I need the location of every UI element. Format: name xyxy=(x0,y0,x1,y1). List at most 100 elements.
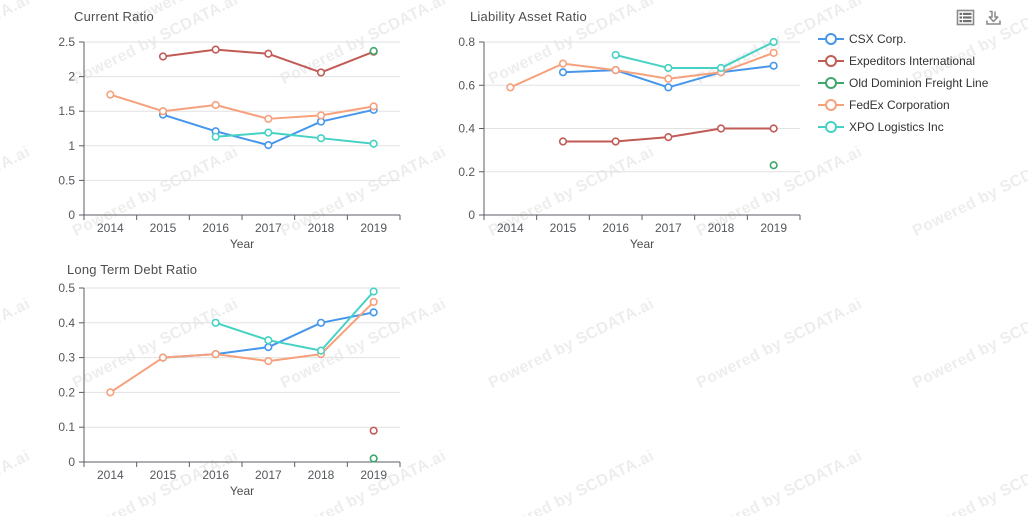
x-tick-label: 2017 xyxy=(255,221,282,235)
x-tick-label: 2016 xyxy=(602,221,629,235)
data-point[interactable] xyxy=(316,134,326,143)
data-point[interactable] xyxy=(369,139,378,148)
data-point[interactable] xyxy=(158,107,168,116)
y-tick-label: 0.2 xyxy=(58,385,75,399)
data-point[interactable] xyxy=(664,83,673,92)
legend-label: CSX Corp. xyxy=(849,32,907,46)
data-point[interactable] xyxy=(158,52,168,61)
chart-toolbox xyxy=(956,8,1003,27)
watermark-text: Powered by SCDATA.ai xyxy=(909,295,1028,393)
data-point[interactable] xyxy=(506,83,515,92)
data-point[interactable] xyxy=(664,133,673,142)
data-point[interactable] xyxy=(211,132,220,141)
data-point[interactable] xyxy=(369,454,378,463)
y-tick-label: 0.3 xyxy=(58,351,75,365)
data-point[interactable] xyxy=(558,137,568,146)
data-point[interactable] xyxy=(211,350,220,359)
data-point[interactable] xyxy=(158,353,168,362)
data-point[interactable] xyxy=(211,318,220,327)
series-line[interactable] xyxy=(614,41,775,69)
data-point[interactable] xyxy=(316,346,326,355)
data-point[interactable] xyxy=(369,426,378,435)
x-tick-label: 2019 xyxy=(360,221,387,235)
data-point[interactable] xyxy=(716,124,726,133)
x-tick-label: 2014 xyxy=(497,221,524,235)
chart-legend: CSX Corp. Expeditors International Old Dom… xyxy=(818,28,988,138)
data-point[interactable] xyxy=(769,37,778,47)
data-point[interactable] xyxy=(611,137,620,146)
legend-item-fedex-corporation[interactable]: FedEx Corporation xyxy=(818,94,988,116)
data-point[interactable] xyxy=(769,161,778,170)
x-tick-label: 2014 xyxy=(97,468,124,482)
data-point[interactable] xyxy=(716,63,726,73)
data-point[interactable] xyxy=(264,141,273,150)
x-tick-label: 2018 xyxy=(308,468,335,482)
data-point[interactable] xyxy=(369,287,378,296)
data-point[interactable] xyxy=(558,59,568,68)
data-point[interactable] xyxy=(106,388,115,397)
series-line[interactable] xyxy=(109,93,375,120)
data-view-icon[interactable] xyxy=(956,8,975,27)
data-point[interactable] xyxy=(211,45,220,54)
legend-item-expeditors-international[interactable]: Expeditors International xyxy=(818,50,988,72)
chart-canvas: 0 0.2 0.4 0.6 0.8 2014 2015 2016 2017 2018 2019 Yea… xyxy=(458,35,801,251)
x-tick-label: 2015 xyxy=(150,221,177,235)
data-point[interactable] xyxy=(769,48,778,57)
data-point[interactable] xyxy=(611,50,620,60)
data-point[interactable] xyxy=(264,336,273,345)
data-point[interactable] xyxy=(369,46,378,56)
y-tick-label: 1 xyxy=(68,139,75,153)
data-point[interactable] xyxy=(664,74,673,83)
series-line[interactable] xyxy=(109,300,375,394)
chart-title-liability-asset-ratio: Liability Asset Ratio xyxy=(470,9,587,24)
legend-item-old-dominion-freight-line[interactable]: Old Dominion Freight Line xyxy=(818,72,988,94)
x-tick-label: 2014 xyxy=(97,221,124,235)
legend-label: XPO Logistics Inc xyxy=(849,120,944,134)
y-tick-label: 0 xyxy=(68,208,75,222)
x-tick-label: 2019 xyxy=(360,468,387,482)
download-icon[interactable] xyxy=(984,8,1003,27)
series-line[interactable] xyxy=(214,131,375,145)
x-tick-label: 2017 xyxy=(655,221,682,235)
chart-long-term-debt-ratio: Long Term Debt Ratio 0 0.1 0.2 0.3 0.4 0.5 201… xyxy=(0,255,420,516)
data-point[interactable] xyxy=(369,102,378,111)
watermark-text: Powered by SCDATA.ai xyxy=(909,143,1028,241)
data-point[interactable] xyxy=(369,297,378,307)
legend-marker-icon xyxy=(818,33,844,45)
x-tick-label: 2015 xyxy=(150,468,177,482)
legend-item-csx-corp[interactable]: CSX Corp. xyxy=(818,28,988,50)
x-tick-label: 2016 xyxy=(202,468,229,482)
chart-title-current-ratio: Current Ratio xyxy=(74,9,154,24)
x-axis-title: Year xyxy=(230,237,254,251)
data-point[interactable] xyxy=(264,114,273,123)
y-tick-label: 0.4 xyxy=(458,122,475,136)
y-tick-label: 0.2 xyxy=(458,165,475,179)
data-point[interactable] xyxy=(611,66,620,75)
data-point[interactable] xyxy=(316,318,326,327)
data-point[interactable] xyxy=(264,128,273,137)
legend-marker-icon xyxy=(818,99,844,111)
data-point[interactable] xyxy=(369,308,378,317)
data-point[interactable] xyxy=(664,63,673,73)
legend-item-xpo-logistics-inc[interactable]: XPO Logistics Inc xyxy=(818,116,988,138)
data-point[interactable] xyxy=(769,61,778,70)
chart-current-ratio: Current Ratio 0 0.5 1 1.5 2 2.5 2014 2015 2016 20… xyxy=(0,0,420,255)
data-point[interactable] xyxy=(106,90,115,99)
series-line[interactable] xyxy=(509,51,775,89)
legend-label: Expeditors International xyxy=(849,54,976,68)
data-point[interactable] xyxy=(264,343,273,352)
data-point[interactable] xyxy=(316,68,326,77)
data-point[interactable] xyxy=(558,68,568,77)
y-tick-label: 1.5 xyxy=(58,104,75,118)
data-point[interactable] xyxy=(264,356,273,366)
chart-liability-asset-ratio: Liability Asset Ratio 0 0.2 0.4 0.6 0.8 2014 2… xyxy=(420,0,832,255)
chart-canvas: 0 0.1 0.2 0.3 0.4 0.5 2014 2015 2016 2017 2018 2019… xyxy=(58,281,401,498)
data-point[interactable] xyxy=(316,111,326,120)
data-point[interactable] xyxy=(769,124,778,133)
x-axis-title: Year xyxy=(630,237,654,251)
watermark-text: Powered by SCDATA.ai xyxy=(485,447,657,516)
series-line[interactable] xyxy=(214,290,375,352)
data-point[interactable] xyxy=(264,49,273,58)
data-point[interactable] xyxy=(211,100,220,110)
